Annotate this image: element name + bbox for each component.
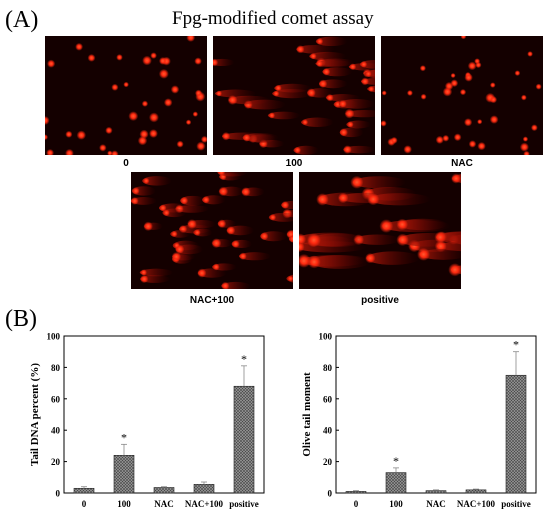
comet-image-nac (381, 36, 543, 155)
comet-image-label-0: 0 (123, 158, 129, 169)
olive-tail-xtick-label-4: positive (501, 499, 531, 509)
olive-tail-bar-0 (345, 491, 367, 494)
tail-dna-significance-marker-4: * (241, 352, 247, 366)
tail-dna-xtick-label-1: 100 (117, 499, 131, 509)
tail-dna-bar-0 (73, 487, 95, 494)
comet-image-label-100: 100 (285, 158, 303, 169)
olive-tail-bar-4 (505, 374, 527, 494)
olive-tail-ytick-label: 60 (323, 394, 333, 404)
olive-tail-significance-marker-4: * (513, 338, 519, 352)
tail-dna-xtick-label-2: NAC (154, 499, 174, 509)
tail-dna-ytick-label: 80 (51, 363, 61, 373)
comet-image-positive (299, 172, 461, 289)
olive-tail-xtick-label-2: NAC (426, 499, 446, 509)
comet-image-0-canvas (45, 36, 207, 155)
comet-image-positive-canvas (299, 172, 461, 289)
tail-dna-bar-3 (193, 484, 215, 494)
tail-dna-chart-svg: 0 20 40 60 80 100 Tail DNA percent (%) 0 * 100 NAC… (29, 332, 265, 509)
olive-tail-chart-svg: 0 20 40 60 80 100 Olive tail moment 0 * 100 NAC NAC… (301, 332, 537, 509)
tail-dna-bar-2 (153, 487, 175, 494)
olive-tail-xtick-label-1: 100 (389, 499, 403, 509)
olive-tail-significance-marker-1: * (393, 454, 399, 468)
panel-b-letter: (B) (5, 306, 37, 332)
tail-dna-bar-4 (233, 385, 255, 494)
comet-image-label-nac-100: NAC+100 (189, 295, 235, 306)
tail-dna-significance-marker-1: * (121, 430, 127, 444)
olive-tail-ytick-label: 20 (323, 457, 333, 467)
comet-image-nac-canvas (381, 36, 543, 155)
olive-tail-xtick-label-0: 0 (354, 499, 359, 509)
olive-tail-ylabel: Olive tail moment (301, 372, 313, 457)
comet-image-nac-100-canvas (131, 172, 293, 289)
olive-tail-bar-1 (385, 472, 407, 494)
olive-tail-ytick-label: 40 (323, 426, 333, 436)
tail-dna-ylabel: Tail DNA percent (%) (29, 363, 41, 466)
comet-image-100-canvas (213, 36, 375, 155)
comet-image-label-positive: positive (361, 295, 399, 306)
tail-dna-xtick-label-4: positive (229, 499, 259, 509)
olive-tail-ytick-label: 0 (328, 489, 333, 499)
comet-image-nac-100 (131, 172, 293, 289)
olive-tail-chart: 0 20 40 60 80 100 Olive tail moment 0 * 100 NAC NAC… (301, 330, 544, 510)
tail-dna-ytick-label: 40 (51, 426, 61, 436)
tail-dna-xtick-label-3: NAC+100 (185, 499, 224, 509)
comet-image-100 (213, 36, 375, 155)
tail-dna-xtick-label-0: 0 (82, 499, 87, 509)
tail-dna-bar-1 (113, 455, 135, 494)
tail-dna-ytick-label: 20 (51, 457, 61, 467)
olive-tail-xtick-label-3: NAC+100 (457, 499, 496, 509)
panel-a-title: Fpg-modified comet assay (172, 8, 374, 29)
tail-dna-ytick-label: 0 (56, 489, 61, 499)
tail-dna-chart: 0 20 40 60 80 100 Tail DNA percent (%) 0 * 100 NAC… (29, 330, 272, 510)
olive-tail-ytick-label: 80 (323, 363, 333, 373)
olive-tail-ytick-label: 100 (319, 332, 333, 342)
comet-image-label-nac: NAC (451, 158, 473, 169)
tail-dna-ytick-label: 60 (51, 394, 61, 404)
panel-a-letter: (A) (5, 7, 39, 33)
olive-tail-bar-2 (425, 490, 447, 494)
comet-image-0 (45, 36, 207, 155)
tail-dna-ytick-label: 100 (47, 332, 61, 342)
olive-tail-bar-3 (465, 489, 487, 494)
